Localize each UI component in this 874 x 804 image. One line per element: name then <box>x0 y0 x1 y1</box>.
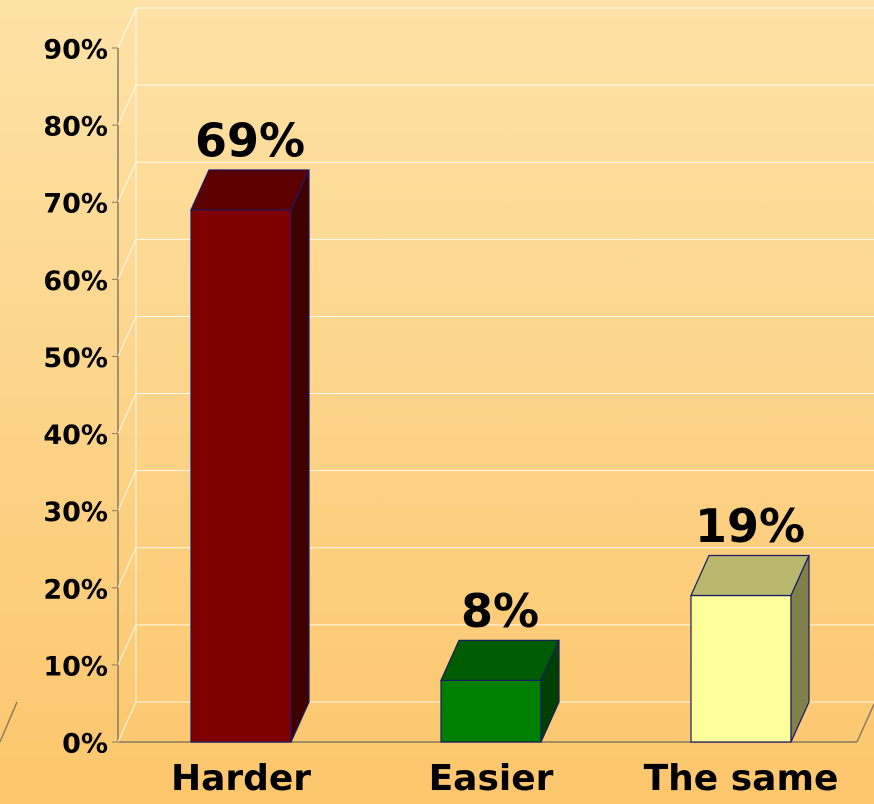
bar-front <box>440 679 542 743</box>
y-tick-label: 10% <box>43 651 108 682</box>
x-tick-label: The same <box>644 758 839 799</box>
bar-side <box>290 169 310 743</box>
bar-top <box>440 639 560 681</box>
grid-line <box>117 7 874 49</box>
bar <box>190 169 310 743</box>
grid-line <box>117 238 874 280</box>
grid-line <box>117 547 874 588</box>
grid-line <box>117 84 874 126</box>
grid-line <box>117 161 874 203</box>
x-tick-label: Easier <box>429 758 554 799</box>
bar-side <box>540 640 560 743</box>
y-tick-label: 80% <box>43 112 108 143</box>
y-tick-label: 0% <box>62 729 108 760</box>
bar-top <box>190 169 310 211</box>
x-tick-label: Harder <box>171 758 311 799</box>
bar-side <box>790 555 810 743</box>
bar-front <box>190 209 292 743</box>
y-tick-label: 90% <box>43 35 108 66</box>
grid-line <box>117 701 874 743</box>
data-label: 69% <box>195 113 305 167</box>
bar-front <box>690 594 792 743</box>
bar <box>690 554 810 743</box>
floor-edge <box>0 701 18 743</box>
bar <box>440 639 560 743</box>
data-label: 8% <box>461 584 539 638</box>
y-tick-label: 30% <box>43 497 108 528</box>
y-tick-label: 50% <box>43 343 108 374</box>
y-tick-label: 60% <box>43 266 108 297</box>
grid-line <box>117 315 874 357</box>
floor-edge <box>856 703 874 743</box>
grid-line <box>117 624 874 666</box>
grid-line <box>117 393 874 434</box>
grid-line <box>117 470 874 511</box>
y-tick-label: 70% <box>43 189 108 220</box>
y-tick-label: 40% <box>43 420 108 451</box>
bar-top <box>690 554 810 597</box>
data-label: 19% <box>695 499 805 553</box>
y-tick-label: 20% <box>43 574 108 605</box>
